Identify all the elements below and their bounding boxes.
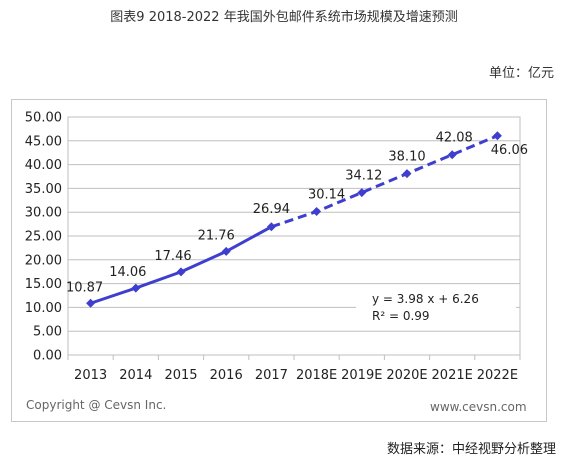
data-label: 17.46 xyxy=(154,249,191,264)
data-point-marker xyxy=(221,246,231,256)
unit-label: 单位：亿元 xyxy=(488,66,554,81)
x-tick-label: 2020E xyxy=(386,368,427,383)
y-tick-label: 30.00 xyxy=(25,206,62,221)
y-tick-label: 50.00 xyxy=(25,111,62,126)
copyright-watermark: Copyright @ Cevsn Inc. xyxy=(26,398,166,412)
site-watermark: www.cevsn.com xyxy=(430,400,527,414)
y-tick-label: 20.00 xyxy=(25,253,62,268)
data-point-marker xyxy=(131,283,141,293)
y-tick-label: 0.00 xyxy=(33,349,62,364)
data-label: 26.94 xyxy=(253,202,290,217)
data-source: 数据来源：中经视野分析整理 xyxy=(386,442,556,457)
data-point-marker xyxy=(176,267,186,277)
y-tick-label: 40.00 xyxy=(25,158,62,173)
y-tick-label: 5.00 xyxy=(33,325,62,340)
data-point-marker xyxy=(357,188,367,198)
axes: 0.00 5.00 10.00 15.00 20.00 25.00 30.00 35.00 40… xyxy=(25,111,521,383)
data-label: 30.14 xyxy=(308,188,345,203)
x-tick-label: 2014 xyxy=(119,368,152,383)
y-tick-label: 15.00 xyxy=(25,277,62,292)
x-tick-label: 2022E xyxy=(477,368,518,383)
data-point-marker xyxy=(266,222,276,232)
data-point-marker xyxy=(402,169,412,179)
data-label: 10.87 xyxy=(66,280,103,295)
data-point-marker xyxy=(447,150,457,160)
data-label: 46.06 xyxy=(491,143,528,158)
y-tick-label: 45.00 xyxy=(25,134,62,149)
series-lines xyxy=(90,134,498,305)
data-label: 21.76 xyxy=(198,228,235,243)
x-tick-label: 2019E xyxy=(341,368,382,383)
chart-title: 图表9 2018-2022 年我国外包邮件系统市场规模及增速预测 xyxy=(110,10,458,25)
forecast-series-line xyxy=(270,134,498,229)
x-tick-label: 2017 xyxy=(255,368,288,383)
x-tick-label: 2018E xyxy=(296,368,337,383)
data-point-marker xyxy=(492,131,502,141)
data-label: 42.08 xyxy=(436,131,473,146)
y-tick-label: 25.00 xyxy=(25,230,62,245)
r-squared-text: R² = 0.99 xyxy=(372,309,430,323)
x-tick-label: 2016 xyxy=(210,368,243,383)
data-label: 14.06 xyxy=(109,265,146,280)
equation-text: y = 3.98 x + 6.26 xyxy=(372,292,479,306)
series-markers xyxy=(86,131,502,308)
trend-equation: y = 3.98 x + 6.26 R² = 0.99 xyxy=(356,288,516,328)
x-tick-label: 2021E xyxy=(432,368,473,383)
y-tick-label: 35.00 xyxy=(25,182,62,197)
x-tick-label: 2015 xyxy=(164,368,197,383)
data-label: 38.10 xyxy=(388,150,425,165)
equation-box xyxy=(356,288,516,328)
data-point-marker xyxy=(312,207,322,217)
y-tick-label: 10.00 xyxy=(25,301,62,316)
x-tick-label: 2013 xyxy=(74,368,107,383)
data-point-marker xyxy=(86,298,96,308)
data-label: 34.12 xyxy=(345,169,382,184)
